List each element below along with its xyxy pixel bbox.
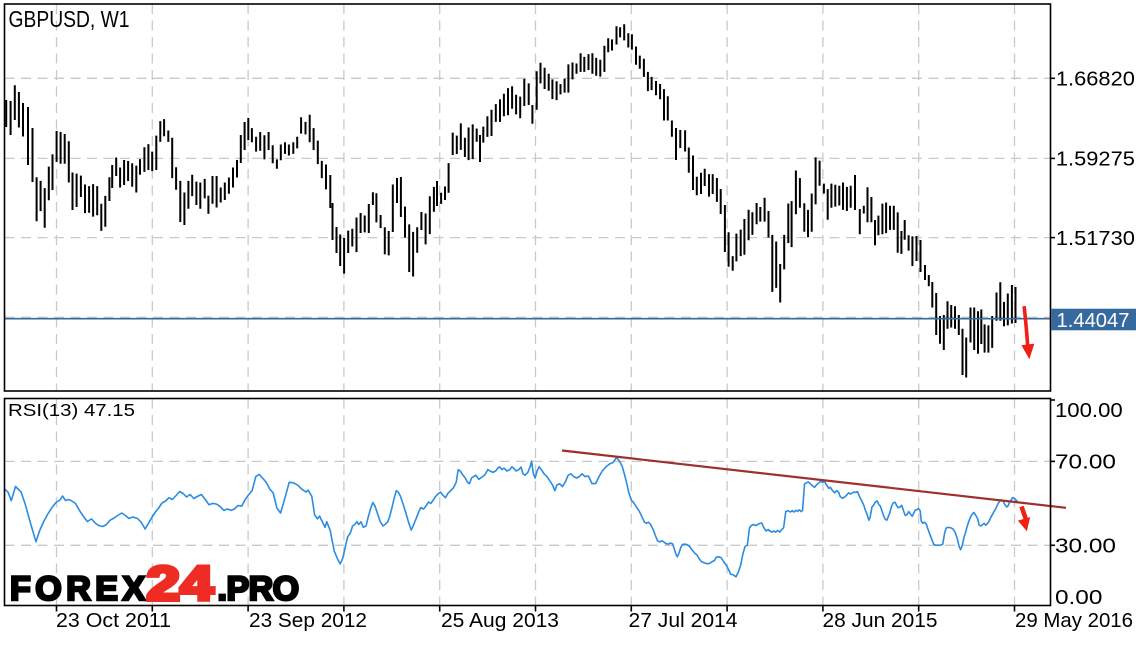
svg-text:GBPUSD, W1: GBPUSD, W1 bbox=[9, 6, 130, 32]
svg-text:27 Jul 2014: 27 Jul 2014 bbox=[629, 609, 738, 632]
svg-text:RSI(13) 47.15: RSI(13) 47.15 bbox=[8, 400, 135, 420]
svg-text:70.00: 70.00 bbox=[1055, 451, 1116, 474]
svg-text:.PRO: .PRO bbox=[218, 570, 299, 608]
svg-text:1.66820: 1.66820 bbox=[1056, 68, 1135, 91]
svg-text:0.00: 0.00 bbox=[1055, 586, 1102, 609]
svg-text:30.00: 30.00 bbox=[1055, 535, 1116, 558]
svg-text:23 Oct 2011: 23 Oct 2011 bbox=[56, 609, 171, 632]
svg-text:100.00: 100.00 bbox=[1055, 399, 1123, 422]
svg-text:28 Jun 2015: 28 Jun 2015 bbox=[823, 609, 938, 632]
svg-text:25 Aug 2013: 25 Aug 2013 bbox=[441, 609, 559, 632]
svg-text:23 Sep 2012: 23 Sep 2012 bbox=[249, 609, 367, 632]
svg-text:FOREX: FOREX bbox=[10, 570, 150, 608]
svg-text:24: 24 bbox=[147, 558, 214, 611]
svg-text:1.51730: 1.51730 bbox=[1056, 227, 1135, 250]
svg-text:29 May 2016: 29 May 2016 bbox=[1015, 609, 1133, 632]
svg-text:1.44047: 1.44047 bbox=[1057, 309, 1130, 332]
svg-text:1.59275: 1.59275 bbox=[1056, 148, 1135, 171]
